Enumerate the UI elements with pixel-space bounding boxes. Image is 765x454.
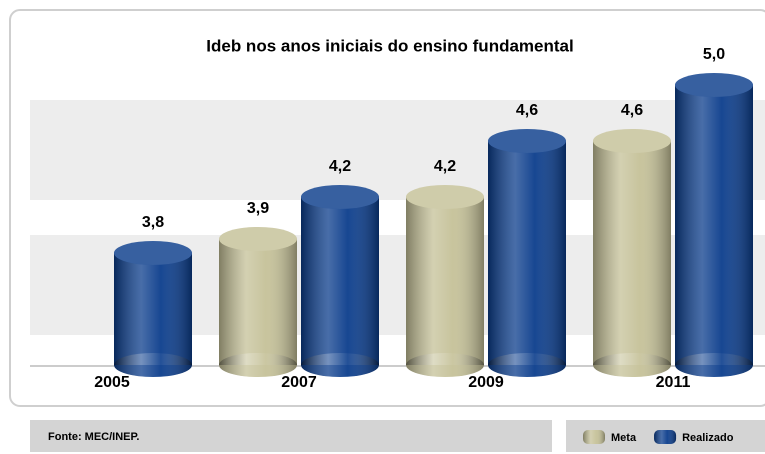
cylinder-shade <box>219 239 297 365</box>
cylinder-top-light <box>219 227 297 251</box>
cylinder-top <box>301 185 379 209</box>
cylinder-top-light <box>488 129 566 153</box>
cylinder-top <box>593 129 671 153</box>
bar <box>114 241 192 377</box>
cylinder-top-light <box>114 241 192 265</box>
bar <box>675 73 753 377</box>
cylinder-top <box>406 185 484 209</box>
bar <box>406 185 484 377</box>
legend-swatch-shade <box>654 430 677 444</box>
value-label: 4,6 <box>621 102 643 119</box>
legend-item: Realizado <box>654 430 734 444</box>
cylinder-top-light <box>675 73 753 97</box>
x-tick-label: 2007 <box>281 374 317 391</box>
cylinder-top-light <box>301 185 379 209</box>
value-label: 4,2 <box>434 158 456 175</box>
x-tick-label: 2011 <box>656 374 691 391</box>
legend-label: Realizado <box>682 432 734 444</box>
source-box <box>30 420 552 452</box>
x-tick-label: 2009 <box>468 374 504 391</box>
cylinder-shade <box>675 85 753 365</box>
value-label: 4,2 <box>329 158 351 175</box>
value-label: 3,9 <box>247 200 269 217</box>
cylinder-top-light <box>406 185 484 209</box>
bar <box>488 129 566 377</box>
cylinder-shade <box>488 141 566 365</box>
cylinder-shade <box>114 253 192 365</box>
cylinder-top <box>114 241 192 265</box>
cylinder-shade <box>406 197 484 365</box>
cylinder-top <box>675 73 753 97</box>
cylinder-top-light <box>593 129 671 153</box>
legend-item: Meta <box>583 430 637 444</box>
legend-swatch-shade <box>583 430 605 444</box>
cylinder-top <box>488 129 566 153</box>
x-tick-label: 2005 <box>94 374 130 391</box>
source: Fonte: MEC/INEP. <box>48 431 139 443</box>
cylinder-shade <box>301 197 379 365</box>
bar <box>593 129 671 377</box>
value-label: 5,0 <box>703 46 725 63</box>
cylinder-shade <box>593 141 671 365</box>
bar <box>219 227 297 377</box>
legend-label: Meta <box>611 432 637 444</box>
bar <box>301 185 379 377</box>
value-label: 3,8 <box>142 214 164 231</box>
value-label: 4,6 <box>516 102 538 119</box>
chart-title: Ideb nos anos iniciais do ensino fundame… <box>206 36 573 55</box>
cylinder-top <box>219 227 297 251</box>
